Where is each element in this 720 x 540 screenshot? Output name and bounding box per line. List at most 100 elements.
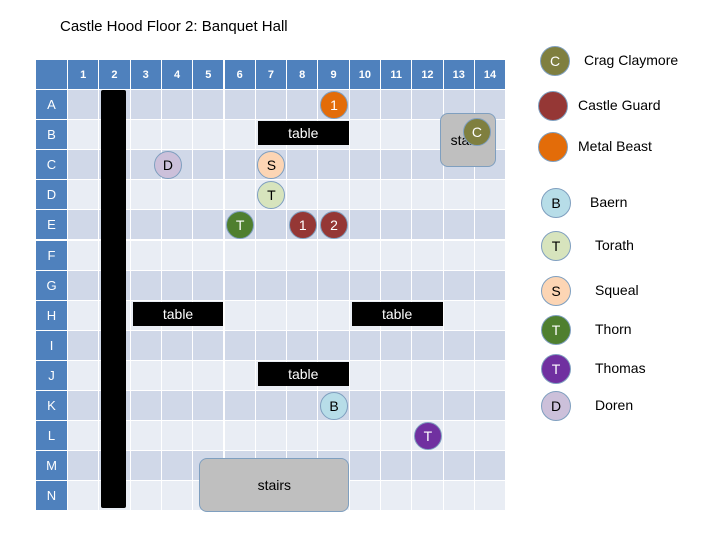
grid-cell[interactable]	[443, 180, 475, 211]
grid-cell[interactable]	[381, 90, 413, 121]
grid-cell[interactable]	[443, 240, 475, 271]
grid-cell[interactable]	[349, 180, 381, 211]
grid-cell[interactable]	[193, 421, 225, 452]
grid-cell[interactable]	[68, 120, 100, 151]
grid-cell[interactable]	[412, 360, 444, 391]
grid-cell[interactable]	[193, 180, 225, 211]
grid-cell[interactable]	[349, 481, 381, 512]
grid-cell[interactable]	[381, 330, 413, 361]
token-thorn[interactable]: T	[226, 211, 255, 240]
grid-cell[interactable]	[381, 180, 413, 211]
grid-cell[interactable]	[412, 150, 444, 181]
grid-cell[interactable]	[224, 270, 256, 301]
grid-cell[interactable]	[318, 180, 350, 211]
grid-cell[interactable]	[474, 451, 507, 482]
grid-cell[interactable]	[412, 481, 444, 512]
grid-cell[interactable]	[381, 360, 413, 391]
grid-cell[interactable]	[381, 391, 413, 422]
grid-cell[interactable]	[443, 210, 475, 241]
grid-cell[interactable]	[193, 270, 225, 301]
grid-cell[interactable]	[130, 90, 162, 121]
grid-cell[interactable]	[412, 270, 444, 301]
grid-cell[interactable]	[381, 150, 413, 181]
token-baern[interactable]: B	[320, 392, 349, 421]
grid-cell[interactable]	[474, 300, 507, 331]
grid-cell[interactable]	[381, 481, 413, 512]
grid-cell[interactable]	[287, 150, 319, 181]
grid-cell[interactable]	[349, 270, 381, 301]
token-metal-beast[interactable]: 1	[320, 91, 349, 120]
token-squeal[interactable]: S	[257, 151, 286, 180]
grid-cell[interactable]	[474, 180, 507, 211]
grid-cell[interactable]	[443, 360, 475, 391]
grid-cell[interactable]	[287, 391, 319, 422]
grid-cell[interactable]	[161, 451, 194, 482]
token-thomas[interactable]: T	[413, 422, 442, 451]
grid-cell[interactable]	[193, 210, 225, 241]
grid-cell[interactable]	[287, 270, 319, 301]
grid-cell[interactable]	[224, 180, 256, 211]
grid-cell[interactable]	[412, 120, 444, 151]
grid-cell[interactable]	[412, 451, 444, 482]
grid-cell[interactable]	[349, 150, 381, 181]
grid-cell[interactable]	[68, 481, 100, 512]
grid-cell[interactable]	[318, 300, 350, 331]
grid-cell[interactable]	[193, 391, 225, 422]
grid-cell[interactable]	[381, 270, 413, 301]
grid-cell[interactable]	[474, 391, 507, 422]
grid-cell[interactable]	[443, 451, 475, 482]
grid-cell[interactable]	[224, 300, 256, 331]
grid-cell[interactable]	[381, 120, 413, 151]
grid-cell[interactable]	[318, 421, 350, 452]
grid-cell[interactable]	[443, 330, 475, 361]
token-castle-guard[interactable]: 2	[320, 211, 349, 240]
grid-cell[interactable]	[443, 391, 475, 422]
grid-cell[interactable]	[255, 90, 288, 121]
grid-cell[interactable]	[224, 421, 256, 452]
grid-cell[interactable]	[130, 421, 162, 452]
grid-cell[interactable]	[349, 210, 381, 241]
token-castle-guard[interactable]: 1	[288, 211, 317, 240]
grid-cell[interactable]	[161, 210, 194, 241]
grid-cell[interactable]	[443, 481, 475, 512]
grid-cell[interactable]	[193, 360, 225, 391]
grid-cell[interactable]	[474, 481, 507, 512]
grid-cell[interactable]	[349, 451, 381, 482]
grid-cell[interactable]	[255, 330, 288, 361]
grid-cell[interactable]	[349, 120, 381, 151]
grid-cell[interactable]	[318, 150, 350, 181]
token-crag-claymore[interactable]: C	[462, 118, 491, 147]
grid-cell[interactable]	[68, 391, 100, 422]
grid-cell[interactable]	[224, 150, 256, 181]
grid-cell[interactable]	[443, 270, 475, 301]
grid-cell[interactable]	[161, 120, 194, 151]
grid-cell[interactable]	[412, 180, 444, 211]
grid-cell[interactable]	[224, 120, 256, 151]
grid-cell[interactable]	[68, 150, 100, 181]
grid-cell[interactable]	[349, 391, 381, 422]
grid-cell[interactable]	[255, 270, 288, 301]
grid-cell[interactable]	[381, 421, 413, 452]
grid-cell[interactable]	[349, 421, 381, 452]
grid-cell[interactable]	[224, 360, 256, 391]
grid-cell[interactable]	[161, 90, 194, 121]
grid-cell[interactable]	[318, 270, 350, 301]
grid-cell[interactable]	[130, 180, 162, 211]
grid-cell[interactable]	[474, 210, 507, 241]
grid-cell[interactable]	[474, 270, 507, 301]
grid-cell[interactable]	[68, 421, 100, 452]
grid-cell[interactable]	[68, 270, 100, 301]
grid-cell[interactable]	[161, 421, 194, 452]
grid-cell[interactable]	[412, 240, 444, 271]
grid-cell[interactable]	[349, 360, 381, 391]
grid-cell[interactable]	[474, 240, 507, 271]
grid-cell[interactable]	[161, 391, 194, 422]
grid-cell[interactable]	[381, 210, 413, 241]
grid-cell[interactable]	[68, 240, 100, 271]
grid-cell[interactable]	[381, 451, 413, 482]
grid-cell[interactable]	[68, 360, 100, 391]
grid-cell[interactable]	[381, 240, 413, 271]
grid-cell[interactable]	[349, 240, 381, 271]
grid-cell[interactable]	[255, 300, 288, 331]
banquet-table[interactable]: table	[257, 121, 349, 146]
